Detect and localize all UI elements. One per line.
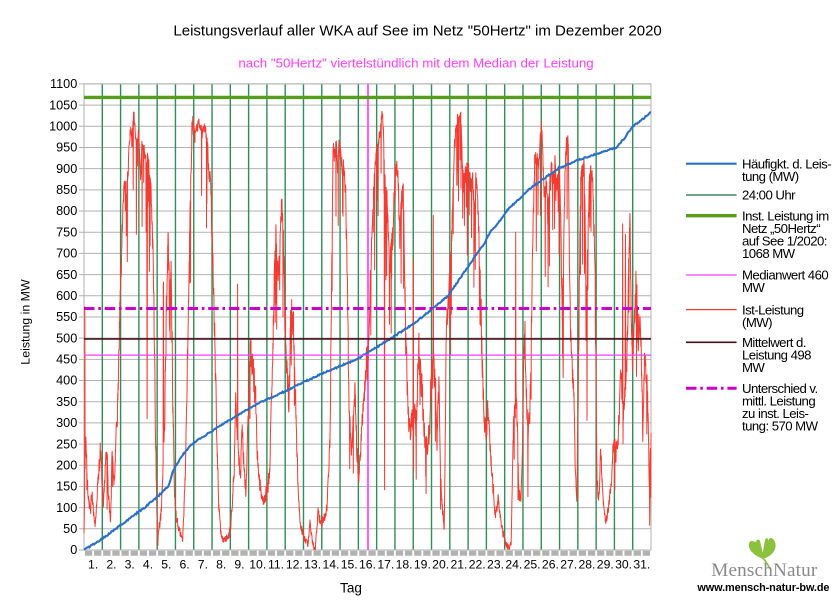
svg-text:1068 MW: 1068 MW (742, 246, 796, 261)
svg-text:600: 600 (56, 289, 77, 303)
svg-text:5.: 5. (161, 557, 171, 571)
svg-text:28.: 28. (579, 557, 596, 571)
svg-text:Tag: Tag (340, 580, 362, 595)
svg-text:800: 800 (56, 204, 77, 218)
svg-text:14.: 14. (322, 557, 339, 571)
svg-text:350: 350 (56, 395, 77, 409)
svg-text:16.: 16. (359, 557, 376, 571)
svg-text:10.: 10. (249, 557, 266, 571)
svg-text:MW: MW (742, 360, 765, 375)
svg-text:450: 450 (56, 353, 77, 367)
svg-text:750: 750 (56, 225, 77, 239)
svg-text:29.: 29. (597, 557, 614, 571)
svg-text:15.: 15. (341, 557, 358, 571)
svg-text:25.: 25. (524, 557, 541, 571)
svg-text:(MW): (MW) (742, 315, 772, 330)
svg-text:1050: 1050 (49, 98, 77, 112)
svg-text:150: 150 (56, 480, 77, 494)
svg-text:3.: 3. (125, 557, 135, 571)
svg-text:200: 200 (56, 458, 77, 472)
svg-text:11.: 11. (268, 557, 284, 571)
svg-text:24:00 Uhr: 24:00 Uhr (742, 188, 796, 203)
svg-text:18.: 18. (396, 557, 413, 571)
svg-text:900: 900 (56, 162, 77, 176)
svg-text:50: 50 (63, 522, 77, 536)
svg-text:24.: 24. (505, 557, 522, 571)
svg-text:27.: 27. (560, 557, 577, 571)
svg-text:500: 500 (56, 331, 77, 345)
svg-text:650: 650 (56, 268, 77, 282)
svg-text:550: 550 (56, 310, 77, 324)
svg-text:Mittelwert d.: Mittelwert d. (742, 335, 806, 350)
svg-text:Leistung in MW: Leistung in MW (18, 279, 32, 365)
svg-text:400: 400 (56, 374, 77, 388)
svg-text:22.: 22. (469, 557, 486, 571)
svg-text:12.: 12. (286, 557, 303, 571)
svg-text:26.: 26. (542, 557, 559, 571)
svg-text:Häufigkt. d. Leis-: Häufigkt. d. Leis- (742, 156, 831, 171)
svg-text:MW: MW (742, 280, 765, 295)
svg-text:9.: 9. (234, 557, 244, 571)
svg-text:nach "50Hertz" viertelstündlic: nach "50Hertz" viertelstündlich mit dem … (238, 55, 593, 70)
svg-text:300: 300 (56, 416, 77, 430)
svg-text:23.: 23. (487, 557, 504, 571)
svg-text:1000: 1000 (49, 119, 77, 133)
svg-text:250: 250 (56, 437, 77, 451)
svg-text:Medianwert 460: Medianwert 460 (742, 268, 828, 283)
svg-text:Netz „50Hertz“: Netz „50Hertz“ (742, 221, 820, 236)
svg-text:17.: 17. (377, 557, 394, 571)
svg-text:tung: 570 MW: tung: 570 MW (742, 418, 819, 433)
svg-text:1100: 1100 (50, 77, 77, 91)
svg-text:19.: 19. (414, 557, 431, 571)
svg-text:850: 850 (56, 183, 77, 197)
svg-text:Inst. Leistung im: Inst. Leistung im (742, 208, 829, 223)
svg-text:MenschNatur: MenschNatur (711, 560, 818, 581)
svg-text:Leistungsverlauf aller WKA auf: Leistungsverlauf aller WKA auf See im Ne… (173, 22, 661, 39)
svg-text:Leistung 498: Leistung 498 (742, 348, 811, 363)
svg-text:tung (MW): tung (MW) (742, 169, 799, 184)
svg-text:30.: 30. (615, 557, 632, 571)
svg-text:21.: 21. (450, 557, 467, 571)
svg-text:31.: 31. (633, 557, 650, 571)
svg-text:0: 0 (70, 543, 77, 557)
svg-text:100: 100 (56, 501, 77, 515)
svg-text:1.: 1. (88, 557, 98, 571)
svg-text:www.mensch-natur-bw.de: www.mensch-natur-bw.de (696, 582, 829, 594)
svg-text:8.: 8. (216, 557, 226, 571)
svg-text:auf See 1/2020:: auf See 1/2020: (742, 233, 827, 248)
svg-text:700: 700 (56, 247, 77, 261)
svg-text:7.: 7. (198, 557, 208, 571)
svg-text:Unterschied v.: Unterschied v. (742, 381, 818, 396)
svg-text:13.: 13. (304, 557, 321, 571)
svg-text:mittl. Leistung: mittl. Leistung (742, 393, 815, 408)
svg-text:20.: 20. (432, 557, 449, 571)
svg-text:4.: 4. (143, 557, 153, 571)
svg-text:zu inst. Leis-: zu inst. Leis- (742, 406, 808, 421)
svg-text:Ist-Leistung: Ist-Leistung (742, 302, 804, 317)
svg-text:950: 950 (56, 141, 77, 155)
svg-text:6.: 6. (180, 557, 190, 571)
svg-text:2.: 2. (106, 557, 116, 571)
